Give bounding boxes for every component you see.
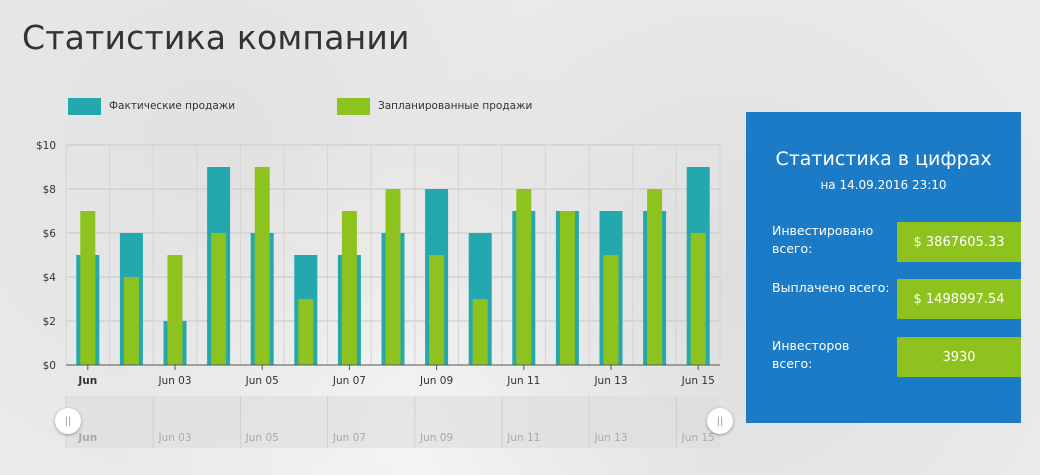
stats-panel: Статистика в цифрах на 14.09.2016 23:10 … [746, 112, 1021, 423]
bar-planned [472, 299, 488, 365]
x-tick-label: Jun 15 [681, 375, 715, 387]
bar-planned [254, 167, 270, 365]
stat-value-invested: $ 3867605.33 [897, 222, 1021, 262]
x-tick-label: Jun [77, 375, 97, 387]
x-tick-label: Jun 13 [593, 375, 627, 387]
sales-chart: $0 $2 $4 $6 $8 $10 Jun Jun 03 Jun 05 Jun 07 Jun 09… [36, 140, 721, 448]
stat-value-investors: 3930 [897, 337, 1021, 377]
legend-label-planned: Запланированные продажи [378, 100, 533, 112]
bar-planned [429, 255, 445, 365]
stats-date: на 14.09.2016 23:10 [820, 178, 947, 192]
y-tick-label: $6 [43, 228, 57, 240]
x-tick-label: Jun 03 [157, 375, 191, 387]
legend-label-actual: Фактические продажи [109, 100, 236, 112]
legend-swatch-actual [68, 97, 101, 115]
navigator-left-handle-glyph: || [64, 415, 72, 427]
navigator-label: Jun 11 [506, 432, 540, 444]
stat-value-paid: $ 1498997.54 [897, 279, 1021, 319]
stats-title: Статистика в цифрах [775, 148, 992, 170]
navigator-label: Jun 03 [157, 432, 191, 444]
bar-planned [167, 255, 183, 365]
bar-planned [80, 211, 96, 365]
x-tick-label: Jun 07 [332, 375, 366, 387]
bar-planned [516, 189, 532, 365]
bar-planned [559, 211, 575, 365]
navigator-label: Jun 09 [419, 432, 453, 444]
page-title: Статистика компании [22, 18, 410, 57]
y-tick-label: $2 [43, 316, 56, 328]
stat-label-invested: Инвестировано всего: [772, 223, 874, 256]
bar-planned [341, 211, 357, 365]
x-tick-label: Jun 05 [245, 375, 279, 387]
bar-planned [123, 277, 139, 365]
stat-label-paid: Выплачено всего: [772, 280, 890, 295]
navigator-right-handle[interactable]: || [707, 408, 733, 434]
navigator-track [66, 396, 720, 448]
y-tick-label: $10 [36, 140, 56, 152]
bar-planned [211, 233, 227, 365]
legend-swatch-planned [337, 97, 370, 115]
navigator-label: Jun 07 [332, 432, 366, 444]
navigator-label: Jun [77, 432, 97, 444]
navigator-label: Jun 15 [681, 432, 715, 444]
bar-planned [690, 233, 706, 365]
x-tick-label: Jun 11 [506, 375, 540, 387]
bar-planned [647, 189, 663, 365]
y-tick-label: $4 [43, 272, 57, 284]
legend-item-planned[interactable]: Запланированные продажи [337, 97, 532, 115]
navigator-label: Jun 13 [593, 432, 627, 444]
x-tick-label: Jun 09 [419, 375, 453, 387]
bar-planned [298, 299, 314, 365]
y-tick-label: $0 [43, 360, 56, 372]
legend-item-actual[interactable]: Фактические продажи [68, 97, 235, 115]
navigator-left-handle[interactable]: || [55, 408, 81, 434]
bar-planned [603, 255, 619, 365]
bar-planned [385, 189, 401, 365]
stat-label-investors: Инвесторов всего: [772, 338, 850, 371]
navigator-right-handle-glyph: || [716, 415, 724, 427]
y-tick-label: $8 [43, 184, 56, 196]
navigator-label: Jun 05 [245, 432, 279, 444]
